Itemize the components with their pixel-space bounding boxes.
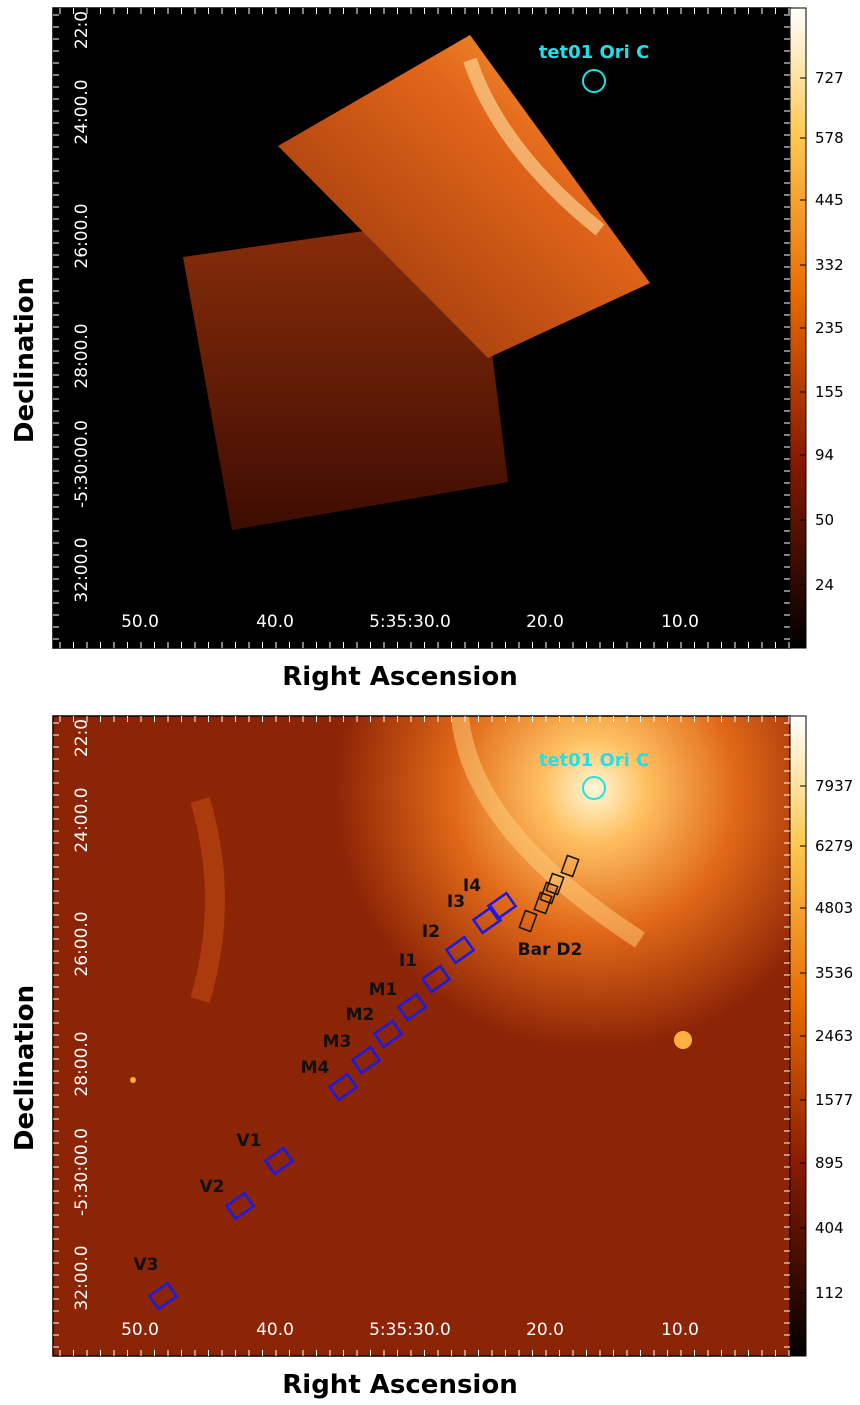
y-axis-title: Declination (10, 985, 40, 1151)
y-tick-label: 32:00.0 (72, 537, 92, 602)
figure: 22:0 24:00.0 26:00.0 28:00.0 -5:30:00.0 32:00… (0, 0, 860, 1401)
bar-label: Bar D2 (518, 940, 583, 960)
region-label: I4 (463, 876, 481, 896)
colorbar-label: 6279 (815, 837, 853, 855)
region-label: I1 (399, 951, 417, 971)
y-tick-label: 22:0 (72, 719, 92, 757)
x-tick-label: 20.0 (526, 1320, 564, 1340)
y-tick-label: 22:0 (72, 11, 92, 49)
y-tick-label: 28:00.0 (72, 323, 92, 388)
colorbar-label: 445 (815, 191, 844, 209)
x-tick-label: 5:35:30.0 (369, 1320, 451, 1340)
y-tick-label: 28:00.0 (72, 1031, 92, 1096)
image-1 (53, 8, 790, 648)
x-tick-label: 10.0 (661, 1320, 699, 1340)
y-tick-label: 26:00.0 (72, 203, 92, 268)
colorbar-label: 112 (815, 1284, 844, 1302)
colorbar-label: 1577 (815, 1091, 853, 1109)
region-label: V2 (200, 1177, 225, 1197)
x-tick-label: 20.0 (526, 612, 564, 632)
x-tick-label: 40.0 (256, 1320, 294, 1340)
x-tick-label: 5:35:30.0 (369, 612, 451, 632)
colorbar-label: 4803 (815, 899, 853, 917)
colorbar-label: 94 (815, 446, 834, 464)
region-label: M4 (301, 1058, 330, 1078)
colorbar-label: 50 (815, 511, 834, 529)
y-tick-label: -5:30:00.0 (72, 420, 92, 508)
source-label: tet01 Ori C (539, 42, 650, 63)
y-axis-title: Declination (10, 277, 40, 443)
colorbar-label: 404 (815, 1219, 844, 1237)
y-tick-label: -5:30:00.0 (72, 1128, 92, 1216)
colorbar-label: 155 (815, 383, 844, 401)
region-label: I3 (447, 892, 465, 912)
y-tick-label: 24:00.0 (72, 787, 92, 852)
colorbar-label: 578 (815, 129, 844, 147)
colorbar-label: 235 (815, 319, 844, 337)
colorbar-label: 7937 (815, 777, 853, 795)
colorbar-label: 24 (815, 576, 834, 594)
y-tick-label: 32:00.0 (72, 1245, 92, 1310)
region-label: M1 (369, 980, 398, 1000)
x-tick-label: 50.0 (121, 612, 159, 632)
x-tick-label: 10.0 (661, 612, 699, 632)
region-label: I2 (422, 922, 440, 942)
y-tick-label: 26:00.0 (72, 911, 92, 976)
y-tick-label: 24:00.0 (72, 79, 92, 144)
colorbar-label: 3536 (815, 964, 853, 982)
x-tick-label: 50.0 (121, 1320, 159, 1340)
x-tick-label: 40.0 (256, 612, 294, 632)
colorbar-label: 2463 (815, 1027, 853, 1045)
source-label: tet01 Ori C (539, 750, 650, 771)
region-label: V1 (237, 1131, 262, 1151)
region-label: M2 (346, 1005, 375, 1025)
colorbar-label: 332 (815, 256, 844, 274)
region-label: V3 (134, 1255, 159, 1275)
x-axis-title: Right Ascension (282, 662, 517, 692)
colorbar-label: 727 (815, 69, 844, 87)
image-2 (53, 716, 790, 1356)
colorbar-label: 895 (815, 1154, 844, 1172)
x-axis-title: Right Ascension (282, 1370, 517, 1400)
region-label: M3 (323, 1032, 352, 1052)
